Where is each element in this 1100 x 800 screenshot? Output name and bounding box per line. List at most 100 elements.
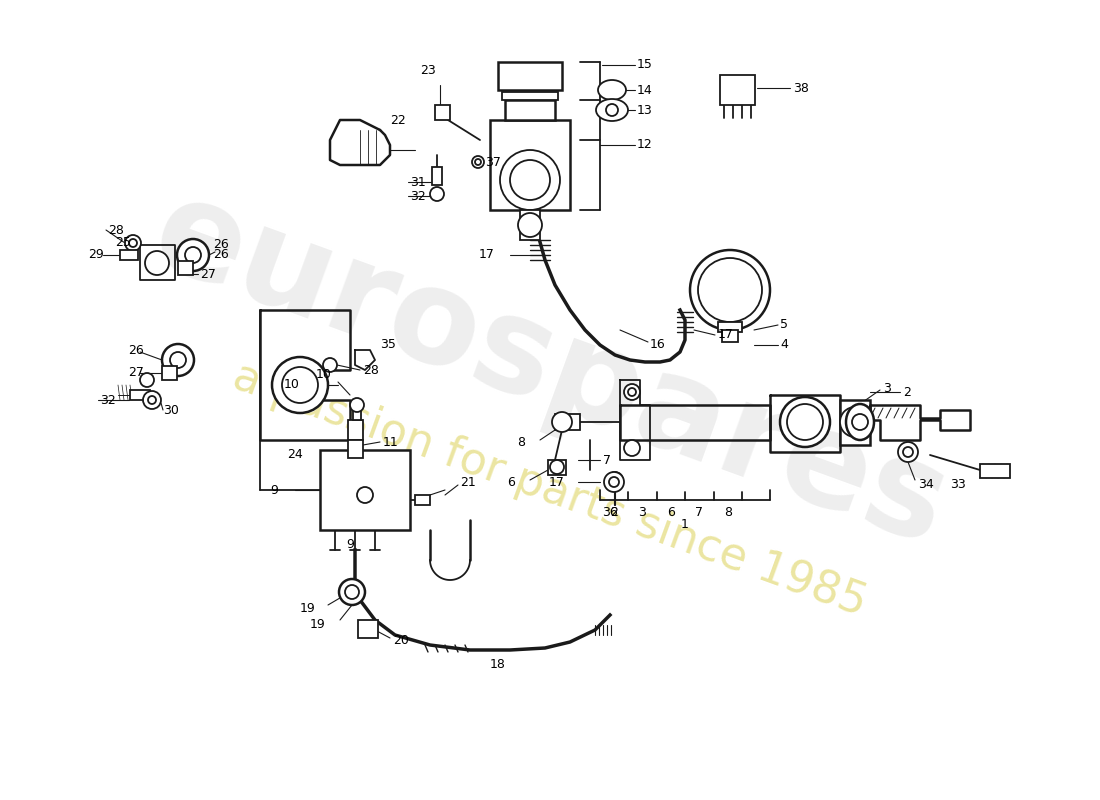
Circle shape [282, 367, 318, 403]
Text: 17: 17 [549, 475, 565, 489]
Text: 2: 2 [610, 506, 618, 518]
Circle shape [609, 477, 619, 487]
Circle shape [350, 398, 364, 412]
Circle shape [140, 373, 154, 387]
Circle shape [148, 396, 156, 404]
Bar [498, 62, 562, 90]
Circle shape [125, 235, 141, 251]
Text: 17: 17 [480, 249, 495, 262]
Bar [353, 408, 361, 420]
Text: 14: 14 [637, 83, 652, 97]
Text: 19: 19 [309, 618, 324, 631]
Text: 32: 32 [410, 190, 426, 202]
Circle shape [145, 251, 169, 275]
Circle shape [903, 447, 913, 457]
Text: 7: 7 [603, 454, 611, 466]
Circle shape [345, 585, 359, 599]
Circle shape [177, 239, 209, 271]
Circle shape [610, 476, 619, 484]
Text: 18: 18 [490, 658, 506, 671]
Bar [348, 440, 363, 458]
Text: 20: 20 [393, 634, 409, 646]
Bar [980, 464, 1010, 478]
Circle shape [607, 472, 623, 488]
Text: 4: 4 [780, 338, 788, 351]
Circle shape [604, 472, 624, 492]
Bar [722, 330, 738, 342]
Text: 17: 17 [718, 329, 734, 342]
Circle shape [898, 442, 918, 462]
Ellipse shape [596, 99, 628, 121]
Circle shape [847, 414, 864, 430]
Circle shape [358, 487, 373, 503]
Text: 10: 10 [316, 369, 332, 382]
Text: 9: 9 [271, 483, 278, 497]
Circle shape [840, 407, 870, 437]
Text: 27: 27 [200, 267, 216, 281]
Text: 15: 15 [637, 58, 653, 71]
Text: 19: 19 [299, 602, 315, 614]
Circle shape [272, 357, 328, 413]
Text: 1: 1 [681, 518, 689, 530]
Text: 38: 38 [793, 82, 808, 94]
Bar [548, 460, 566, 475]
Circle shape [430, 187, 444, 201]
Circle shape [143, 391, 161, 409]
Text: 10: 10 [284, 378, 300, 391]
Bar [162, 366, 177, 380]
Text: 36: 36 [602, 506, 618, 518]
Text: 21: 21 [460, 475, 475, 489]
Bar [840, 400, 870, 445]
Bar [520, 210, 540, 240]
Text: 3: 3 [638, 506, 646, 518]
Bar [718, 322, 743, 332]
Text: 34: 34 [918, 478, 934, 491]
Circle shape [185, 247, 201, 263]
Text: 16: 16 [650, 338, 666, 351]
Circle shape [162, 344, 194, 376]
Bar [505, 100, 556, 120]
Circle shape [780, 397, 830, 447]
Bar [415, 495, 430, 505]
Text: 6: 6 [667, 506, 675, 518]
Circle shape [786, 404, 823, 440]
Circle shape [339, 579, 365, 605]
Bar [358, 620, 378, 638]
Text: 32: 32 [100, 394, 116, 406]
Text: 30: 30 [163, 403, 179, 417]
Circle shape [510, 160, 550, 200]
Bar [502, 92, 558, 100]
Text: a passion for parts since 1985: a passion for parts since 1985 [228, 355, 872, 625]
Text: 11: 11 [383, 435, 398, 449]
Bar [178, 261, 192, 275]
Circle shape [624, 440, 640, 456]
Ellipse shape [598, 80, 626, 100]
Text: 37: 37 [485, 155, 501, 169]
Ellipse shape [846, 404, 874, 440]
Text: 5: 5 [780, 318, 788, 331]
Text: 29: 29 [88, 249, 103, 262]
Text: 12: 12 [637, 138, 652, 151]
Text: 26: 26 [213, 238, 229, 251]
Text: 25: 25 [116, 237, 131, 250]
Circle shape [518, 213, 542, 237]
Text: 27: 27 [128, 366, 144, 379]
Circle shape [852, 414, 868, 430]
Text: 23: 23 [420, 63, 436, 77]
Text: 28: 28 [363, 363, 378, 377]
Circle shape [472, 156, 484, 168]
Text: eurospares: eurospares [136, 168, 964, 572]
Text: 8: 8 [517, 437, 525, 450]
Bar [432, 167, 442, 185]
Text: 33: 33 [950, 478, 966, 491]
Text: 35: 35 [379, 338, 396, 351]
Text: 6: 6 [507, 477, 515, 490]
Bar [348, 420, 363, 440]
Circle shape [550, 460, 564, 474]
Text: 9: 9 [346, 538, 354, 551]
Text: 26: 26 [128, 343, 144, 357]
Text: 22: 22 [390, 114, 406, 126]
Text: 28: 28 [108, 223, 124, 237]
Text: 7: 7 [695, 506, 703, 518]
Circle shape [129, 239, 138, 247]
